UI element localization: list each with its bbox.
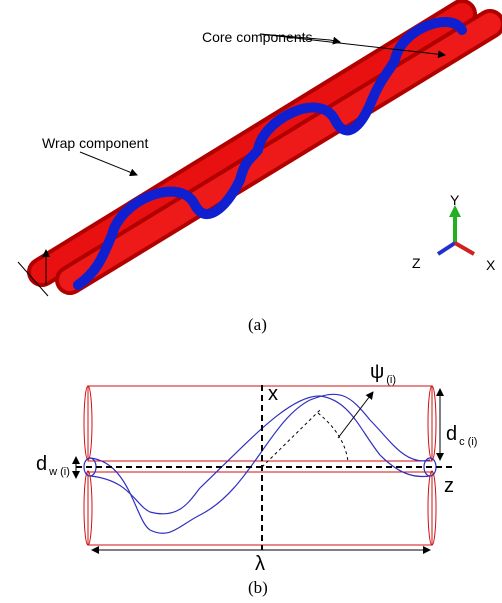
angle-label: ψ(i) xyxy=(370,361,396,386)
caption-a: (a) xyxy=(248,315,267,334)
axis-z-b: z xyxy=(444,475,454,497)
axis-y: Y xyxy=(450,192,460,208)
callout-wrap: Wrap component xyxy=(42,135,148,151)
cores xyxy=(84,386,436,545)
subscript: w (i) xyxy=(48,466,70,478)
symbol: d xyxy=(36,453,47,475)
axis-z: Z xyxy=(412,255,421,271)
caption-b: (b) xyxy=(248,578,268,597)
subscript: (i) xyxy=(386,374,396,386)
angle-pointer xyxy=(338,392,373,438)
wrap-b xyxy=(84,394,436,533)
callout-line xyxy=(80,152,137,175)
axis-triad xyxy=(438,205,474,254)
figure: Core components Wrap component Y Z X (a)… xyxy=(0,0,502,603)
subscript: c (i) xyxy=(459,436,477,448)
axis-x-b: x xyxy=(268,383,278,405)
angle-arc xyxy=(318,413,348,462)
wavelength: λ xyxy=(255,553,265,575)
symbol: d xyxy=(446,423,457,445)
axis-x: X xyxy=(486,257,496,273)
callout-core: Core components xyxy=(202,29,313,45)
symbol: ψ xyxy=(370,361,384,383)
